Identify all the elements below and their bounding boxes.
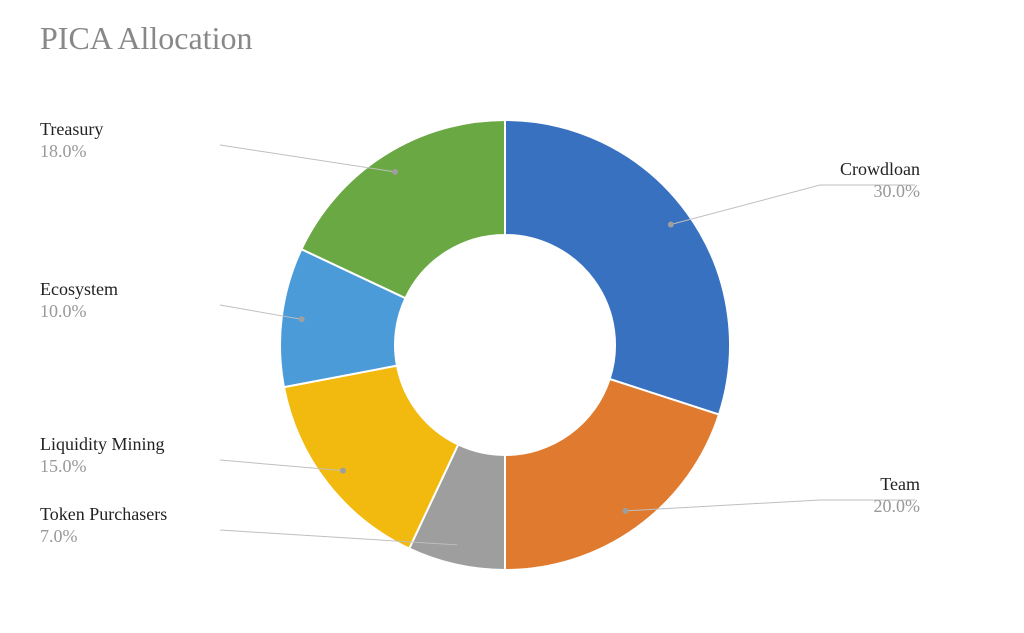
slice-label: Token Purchasers — [40, 504, 167, 524]
slice-label: Ecosystem — [40, 279, 118, 299]
slice-value: 7.0% — [40, 526, 78, 546]
donut-slice — [505, 379, 719, 570]
slice-label: Crowdloan — [840, 159, 920, 179]
slice-value: 10.0% — [40, 301, 87, 321]
slice-value: 15.0% — [40, 456, 87, 476]
leader-line — [220, 145, 395, 172]
leader-marker — [340, 468, 346, 474]
leader-line — [625, 500, 915, 511]
slice-label: Liquidity Mining — [40, 434, 165, 454]
allocation-donut-chart: Crowdloan30.0% Team20.0% Token Purchasers7… — [0, 0, 1024, 633]
slice-label: Team — [880, 474, 920, 494]
leader-marker — [299, 316, 305, 322]
leader-marker — [622, 508, 628, 514]
donut-slice — [505, 120, 730, 415]
slice-value: 20.0% — [874, 496, 921, 516]
leader-marker — [392, 169, 398, 175]
slice-label: Treasury — [40, 119, 103, 139]
slice-value: 30.0% — [874, 181, 921, 201]
leader-marker — [668, 222, 674, 228]
leader-marker — [457, 542, 463, 548]
slice-value: 18.0% — [40, 141, 87, 161]
